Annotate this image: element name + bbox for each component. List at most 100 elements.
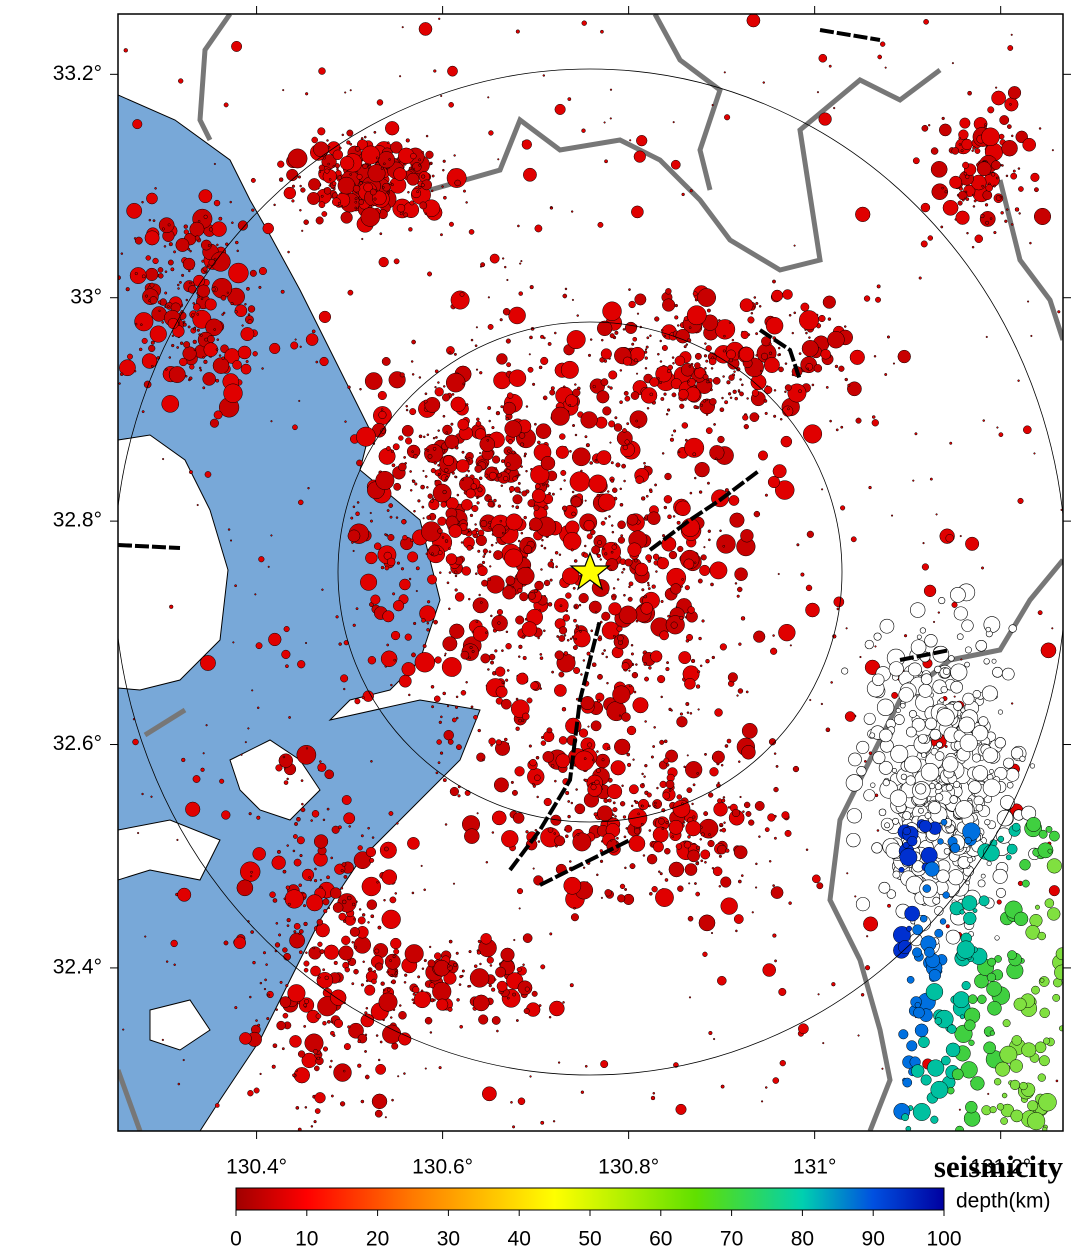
quake-dot bbox=[884, 373, 888, 377]
quake-dot bbox=[207, 244, 211, 247]
quake-dot bbox=[481, 560, 486, 565]
quake-dot bbox=[549, 578, 553, 582]
quake-dot bbox=[376, 881, 379, 884]
quake-dot bbox=[719, 407, 725, 413]
quake-dot bbox=[748, 819, 755, 826]
quake-dot bbox=[518, 907, 521, 910]
quake-dot bbox=[444, 468, 449, 473]
quake-dot bbox=[445, 431, 449, 434]
quake-dot bbox=[239, 1032, 252, 1045]
quake-dot bbox=[659, 872, 663, 876]
quake-dot bbox=[223, 383, 243, 403]
quake-dot bbox=[818, 112, 832, 126]
quake-dot bbox=[995, 1061, 1011, 1077]
quake-dot bbox=[740, 874, 744, 877]
quake-dot bbox=[501, 649, 504, 653]
quake-dot bbox=[408, 577, 412, 581]
quake-dot bbox=[410, 152, 417, 160]
quake-dot bbox=[951, 147, 960, 155]
quake-dot bbox=[270, 534, 273, 537]
quake-dot bbox=[784, 362, 788, 365]
quake-dot bbox=[468, 656, 471, 660]
quake-dot bbox=[432, 447, 437, 451]
quake-dot bbox=[782, 289, 793, 300]
quake-dot bbox=[616, 430, 633, 447]
quake-dot bbox=[454, 475, 457, 479]
quake-dot bbox=[314, 1108, 321, 1114]
quake-dot bbox=[723, 821, 726, 824]
quake-dot bbox=[502, 308, 511, 316]
quake-dot bbox=[451, 471, 455, 475]
quake-dot bbox=[168, 242, 173, 247]
quake-dot bbox=[567, 800, 571, 803]
quake-dot bbox=[185, 801, 201, 817]
quake-dot bbox=[303, 967, 309, 973]
quake-dot bbox=[1051, 149, 1054, 152]
quake-dot bbox=[412, 167, 416, 170]
quake-dot bbox=[746, 14, 761, 28]
quake-dot bbox=[392, 443, 400, 451]
quake-dot bbox=[560, 360, 579, 379]
quake-dot bbox=[551, 492, 555, 496]
quake-dot bbox=[283, 626, 290, 633]
quake-dot bbox=[796, 543, 800, 547]
quake-dot bbox=[673, 429, 677, 433]
quake-dot bbox=[641, 588, 645, 592]
quake-dot bbox=[454, 705, 459, 709]
quake-dot bbox=[451, 393, 455, 396]
quake-dot bbox=[547, 341, 552, 346]
quake-dot bbox=[292, 1073, 296, 1077]
quake-dot bbox=[724, 114, 731, 121]
quake-dot bbox=[704, 860, 707, 864]
quake-dot bbox=[118, 382, 121, 385]
quake-dot bbox=[456, 493, 460, 497]
quake-dot bbox=[454, 570, 458, 574]
quake-dot bbox=[784, 384, 792, 392]
quake-dot bbox=[501, 681, 505, 685]
quake-dot bbox=[197, 219, 201, 223]
quake-dot bbox=[429, 982, 435, 989]
quake-dot bbox=[1034, 904, 1040, 910]
quake-dot bbox=[547, 602, 553, 607]
quake-dot bbox=[788, 313, 792, 317]
quake-dot bbox=[1010, 702, 1014, 705]
quake-dot bbox=[698, 914, 716, 932]
quake-dot bbox=[1009, 103, 1012, 106]
quake-dot bbox=[371, 204, 374, 207]
quake-dot bbox=[1037, 931, 1046, 941]
quake-dot bbox=[377, 390, 387, 401]
quake-dot bbox=[967, 90, 972, 96]
quake-dot bbox=[669, 437, 675, 442]
quake-dot bbox=[479, 371, 483, 375]
quake-dot bbox=[448, 524, 463, 538]
quake-dot bbox=[947, 869, 964, 886]
quake-dot bbox=[529, 335, 533, 340]
quake-dot bbox=[1031, 985, 1040, 995]
quake-dot bbox=[866, 935, 869, 938]
quake-dot bbox=[587, 353, 592, 357]
quake-dot bbox=[609, 88, 613, 91]
quake-dot bbox=[425, 552, 429, 556]
quake-dot bbox=[378, 256, 389, 268]
quake-dot bbox=[1006, 124, 1012, 129]
quake-dot bbox=[891, 691, 899, 699]
quake-dot bbox=[1021, 879, 1030, 888]
quake-dot bbox=[427, 574, 437, 585]
quake-dot bbox=[1010, 134, 1014, 138]
quake-dot bbox=[672, 121, 675, 124]
quake-dot bbox=[512, 812, 525, 824]
quake-dot bbox=[293, 922, 301, 930]
quake-dot bbox=[615, 462, 621, 468]
quake-dot bbox=[626, 752, 631, 757]
quake-dot bbox=[477, 487, 483, 493]
quake-dot bbox=[590, 629, 594, 633]
quake-dot bbox=[603, 121, 606, 124]
quake-dot bbox=[223, 940, 229, 946]
quake-dot bbox=[764, 1086, 768, 1089]
quake-dot bbox=[475, 620, 479, 623]
quake-dot bbox=[443, 455, 455, 467]
quake-dot bbox=[283, 952, 291, 961]
quake-dot bbox=[517, 539, 521, 543]
quake-dot bbox=[936, 741, 943, 749]
quake-dot bbox=[982, 419, 986, 422]
